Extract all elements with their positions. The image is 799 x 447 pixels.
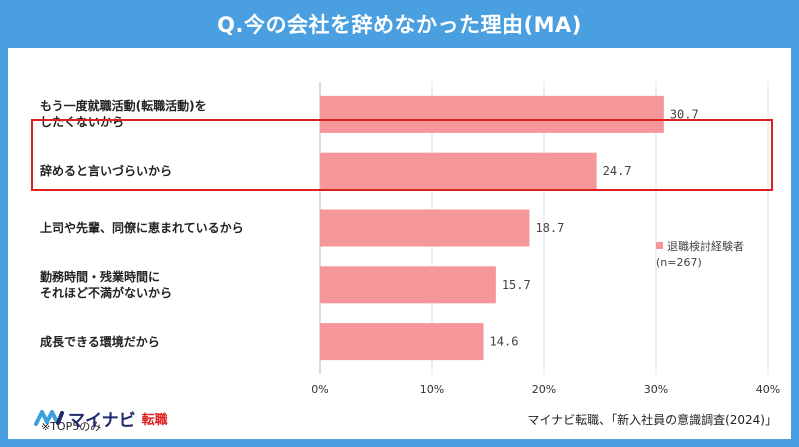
x-tick-label: 10% <box>420 383 444 396</box>
legend-label: 退職検討経験者 <box>667 240 744 253</box>
category-label: 勤務時間・残業時間に それほど不満がないから <box>40 269 173 300</box>
legend-swatch <box>656 242 663 249</box>
bar-chart: 0% 10% 20% 30% 40% 30.7 24.7 18.7 15.7 14.6 <box>311 82 780 396</box>
bar <box>320 266 496 304</box>
bar-value-label: 14.6 <box>490 335 519 349</box>
x-tick-label: 0% <box>311 383 328 396</box>
highlight-box <box>31 119 773 191</box>
bar-value-label: 24.7 <box>603 164 632 178</box>
x-tick-label: 30% <box>644 383 668 396</box>
x-tick-label: 20% <box>532 383 556 396</box>
category-label: 上司や先輩、同僚に恵まれているから <box>40 221 244 235</box>
bar-value-label: 15.7 <box>502 278 531 292</box>
chart-title: Q.今の会社を辞めなかった理由(MA) <box>217 13 582 37</box>
source-text: マイナビ転職、「新入社員の意識調査(2024)」 <box>527 413 777 427</box>
bar <box>320 209 530 247</box>
logo-suffix: 転職 <box>141 412 168 428</box>
category-label: 成長できる環境だから <box>40 334 160 349</box>
bar <box>320 152 597 190</box>
category-label: もう一度就職活動(転職活動)を したくないから <box>40 99 207 130</box>
legend-sublabel: (n=267) <box>656 256 702 269</box>
mynavi-logo-icon <box>34 410 64 426</box>
bar <box>320 323 484 361</box>
mynavi-logo: マイナビ 転職 <box>34 404 168 432</box>
bar-value-label: 30.7 <box>670 107 699 121</box>
bar-value-label: 18.7 <box>535 221 564 235</box>
bar <box>320 95 664 133</box>
category-label: 辞めると言いづらいから <box>40 164 173 179</box>
x-tick-label: 40% <box>756 383 780 396</box>
legend: 退職検討経験者 (n=267) <box>656 239 744 271</box>
logo-name: マイナビ <box>68 410 136 431</box>
chart-panel: 0% 10% 20% 30% 40% 30.7 24.7 18.7 15.7 14.6 もう一度就… <box>8 48 791 439</box>
